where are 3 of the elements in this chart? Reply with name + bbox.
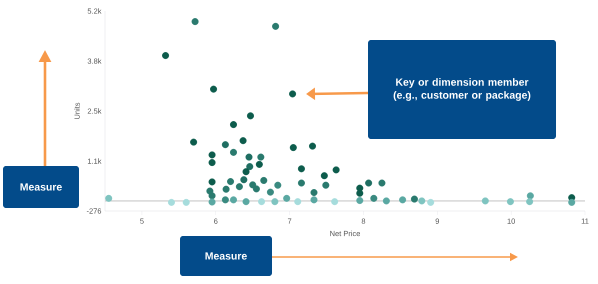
text: Measure [20, 183, 62, 191]
annotation: Key or dimension member (e.g., customer or package) [394, 78, 530, 101]
text: Measure [205, 252, 247, 260]
